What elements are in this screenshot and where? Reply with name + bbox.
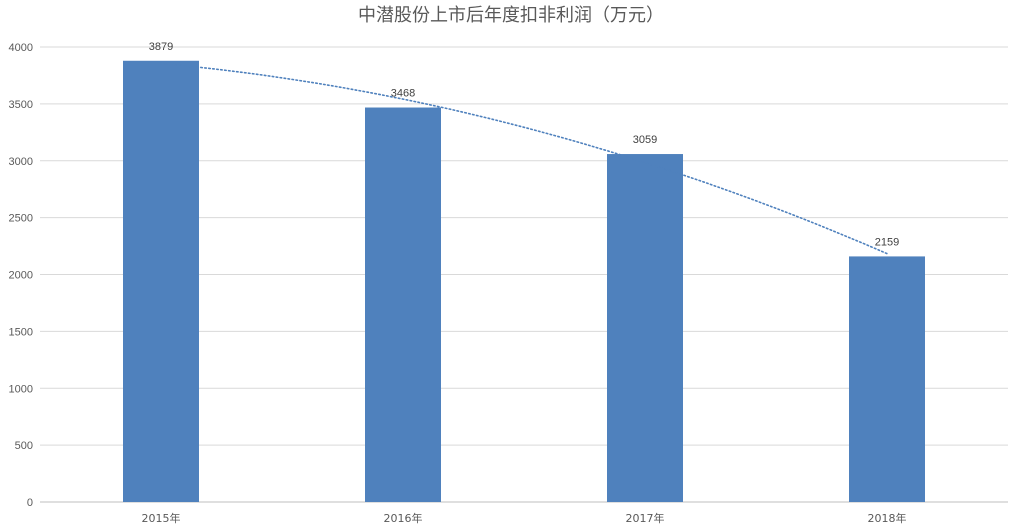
bar: [365, 107, 441, 502]
y-tick-label: 3000: [9, 156, 33, 168]
y-tick-label: 0: [27, 497, 33, 509]
y-tick-label: 3500: [9, 99, 33, 111]
data-label: 2159: [875, 236, 899, 248]
trendline: [160, 62, 888, 255]
x-tick-label: 2016年: [384, 511, 423, 525]
x-tick-label: 2018年: [868, 511, 907, 525]
x-tick-label: 2015年: [142, 511, 181, 525]
y-tick-label: 4000: [9, 42, 33, 54]
y-tick-label: 2500: [9, 213, 33, 225]
chart-title: 中潜股份上市后年度扣非利润（万元）: [358, 5, 664, 26]
y-tick-label: 2000: [9, 270, 33, 282]
y-tick-label: 1000: [9, 383, 33, 395]
data-label: 3468: [391, 88, 415, 100]
y-tick-label: 1500: [9, 326, 33, 338]
bar: [123, 60, 199, 503]
data-label: 3059: [633, 134, 657, 146]
data-label: 3879: [149, 41, 173, 53]
y-tick-label: 500: [15, 440, 33, 452]
x-tick-label: 2017年: [626, 511, 665, 525]
bar: [849, 256, 925, 502]
bar: [607, 154, 683, 502]
